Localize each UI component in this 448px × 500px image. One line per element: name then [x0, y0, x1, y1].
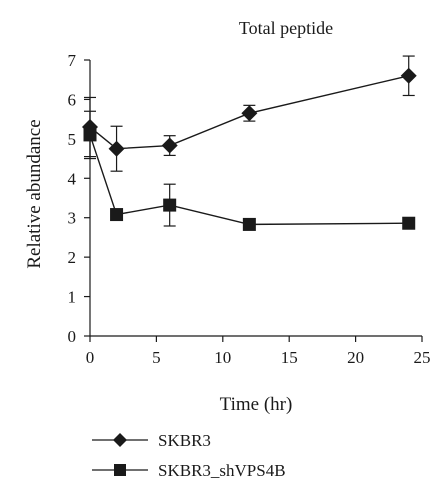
- series-line: [89, 134, 409, 226]
- data-point-square: [402, 216, 416, 230]
- y-axis: 0 1 2 3 4 5 6 7: [68, 51, 91, 346]
- x-axis-label: Time (hr): [220, 394, 293, 415]
- y-tick-label: 4: [68, 169, 77, 188]
- data-point-square: [110, 208, 124, 222]
- y-tick-label: 7: [68, 51, 77, 70]
- y-tick-label: 6: [68, 90, 77, 109]
- data-point-square: [163, 198, 177, 212]
- y-tick-label: 5: [68, 130, 77, 149]
- series-layer: [82, 55, 417, 231]
- data-point-square: [242, 217, 256, 231]
- x-ticks: 0 5 10 15 20 25: [86, 336, 431, 367]
- data-point-diamond: [400, 67, 417, 84]
- y-axis-label: Relative abundance: [24, 119, 45, 268]
- legend-item-skbr3: SKBR3: [92, 431, 211, 450]
- legend-item-skbr3-shvps4b: SKBR3_shVPS4B: [92, 461, 286, 480]
- y-tick-label: 2: [68, 248, 77, 267]
- y-tick-label: 0: [68, 327, 77, 346]
- series-0: [82, 55, 417, 172]
- chart-title: Total peptide: [239, 18, 333, 38]
- y-ticks: 0 1 2 3 4 5 6 7: [68, 51, 90, 346]
- data-point-diamond: [241, 105, 258, 122]
- x-tick-label: 25: [414, 348, 431, 367]
- x-tick-label: 0: [86, 348, 95, 367]
- x-tick-label: 15: [281, 348, 298, 367]
- y-tick-label: 3: [68, 209, 77, 228]
- legend-marker-diamond-icon: [113, 433, 127, 447]
- data-point-diamond: [161, 137, 178, 154]
- data-point-diamond: [108, 140, 125, 157]
- x-axis: 0 5 10 15 20 25: [86, 335, 431, 367]
- legend-label-skbr3-shvps4b: SKBR3_shVPS4B: [158, 461, 286, 480]
- y-tick-label: 1: [68, 288, 77, 307]
- series-1: [83, 110, 416, 231]
- legend-marker-square-icon: [114, 464, 126, 476]
- data-point-square: [83, 128, 97, 142]
- legend-label-skbr3: SKBR3: [158, 431, 211, 450]
- legend: SKBR3 SKBR3_shVPS4B: [92, 431, 286, 480]
- x-tick-label: 5: [152, 348, 161, 367]
- x-tick-label: 20: [347, 348, 364, 367]
- x-tick-label: 10: [214, 348, 231, 367]
